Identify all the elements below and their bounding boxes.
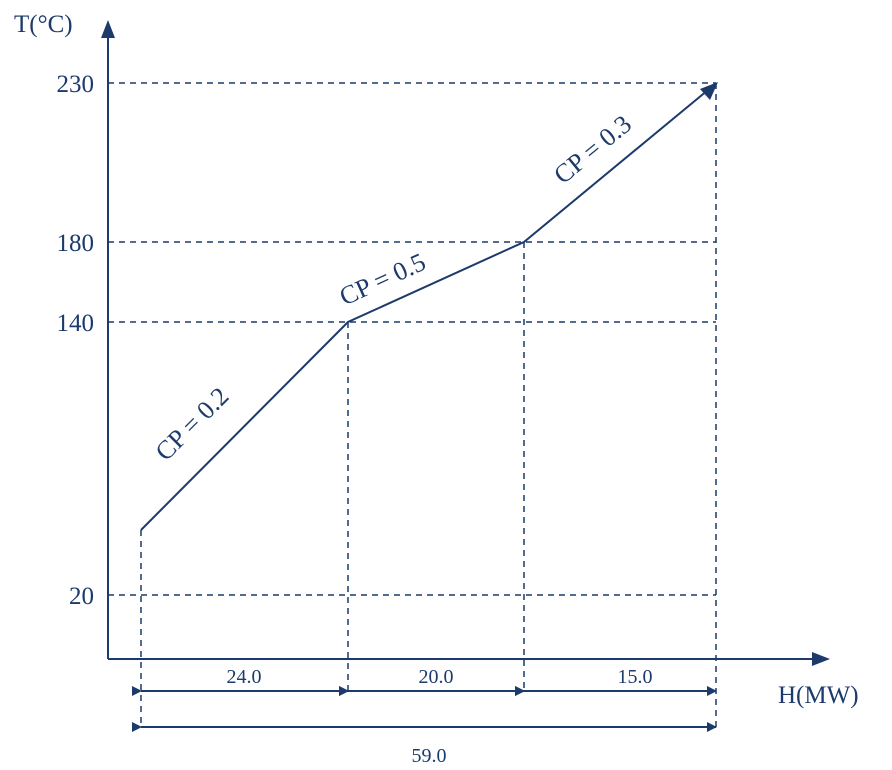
- x-axis-arrowhead: [812, 652, 830, 666]
- interval-1-label: 24.0: [227, 666, 262, 688]
- y-tick-20: 20: [69, 583, 94, 610]
- interval-3-label: 15.0: [618, 666, 653, 688]
- y-tick-230: 230: [57, 71, 95, 98]
- composite-curve: [140, 89, 709, 531]
- y-tick-140: 140: [57, 310, 95, 337]
- segment-label-cp-0.5: CP = 0.5: [335, 247, 430, 311]
- interval-2-label: 20.0: [419, 666, 454, 688]
- x-axis-label: H(MW): [778, 682, 859, 709]
- segment-label-cp-0.2: CP = 0.2: [150, 382, 235, 467]
- y-axis-label: T(°C): [14, 11, 73, 38]
- y-axis-arrowhead: [101, 20, 115, 38]
- total-interval-label: 59.0: [412, 745, 447, 767]
- segment-label-cp-0.3: CP = 0.3: [548, 109, 637, 189]
- y-tick-180: 180: [57, 230, 95, 257]
- curve-arrowhead: [700, 82, 718, 100]
